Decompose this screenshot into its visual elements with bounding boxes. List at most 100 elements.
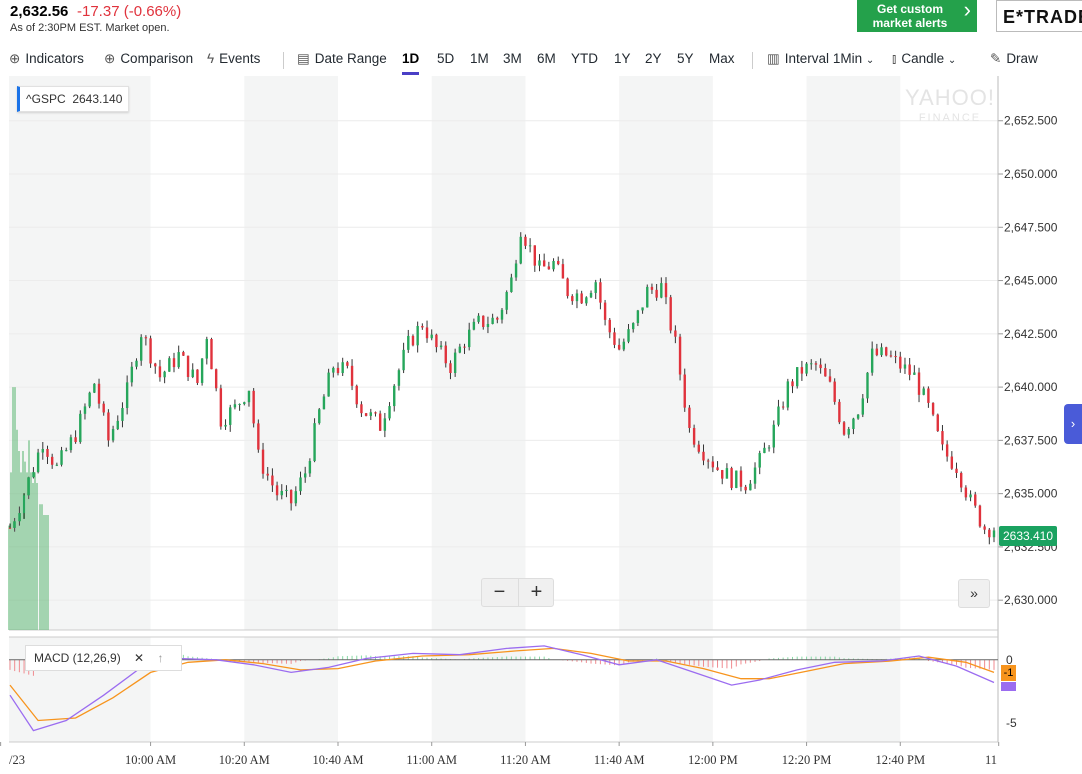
candle-body <box>894 356 897 358</box>
candle-body <box>542 260 546 267</box>
candle-body <box>594 282 597 293</box>
draw-button[interactable]: ✎ Draw <box>990 51 1038 67</box>
candle-body <box>842 422 846 435</box>
candle-body <box>116 420 119 430</box>
candle-body <box>168 358 171 372</box>
candle-body <box>346 362 349 366</box>
range-5d[interactable]: 5D <box>437 51 455 66</box>
price-tick-label: 2,630.000 <box>1004 593 1058 607</box>
candle-body <box>154 363 157 367</box>
candle-body <box>163 371 166 378</box>
market-alerts-button[interactable]: Get custom market alerts › <box>857 0 977 32</box>
candle-body <box>313 423 316 462</box>
candle-body <box>458 346 462 353</box>
candle-body <box>233 404 237 408</box>
candle-body <box>936 414 939 432</box>
expand-panel-button[interactable]: › <box>1064 404 1082 444</box>
price-tick-label: 2,642.500 <box>1004 327 1058 341</box>
candle-body <box>491 317 494 324</box>
candle-body <box>397 370 401 386</box>
candle-body <box>191 369 194 378</box>
candle-body <box>360 404 363 414</box>
range-5y[interactable]: 5Y <box>677 51 694 66</box>
candle-body <box>407 335 410 350</box>
candle-body <box>603 302 607 320</box>
candle-body <box>102 403 105 413</box>
candle-body <box>913 372 916 375</box>
candle-label: Candle <box>901 51 945 66</box>
brand-ad[interactable]: E*TRADE <box>996 0 1082 32</box>
candle-body <box>463 346 466 348</box>
plus-circle-icon: ⊕ <box>9 51 21 66</box>
candle-body <box>308 461 312 474</box>
candle-body <box>810 363 813 365</box>
candle-body <box>978 505 982 527</box>
zoom-in-button[interactable]: + <box>518 579 554 606</box>
range-ytd[interactable]: YTD <box>571 51 598 66</box>
candle-body <box>608 319 611 333</box>
candle-body <box>74 437 77 443</box>
candle-body <box>22 495 26 514</box>
candle-body <box>229 407 232 425</box>
candle-body <box>121 408 124 421</box>
candle-body <box>205 338 208 359</box>
candle-body <box>791 381 794 387</box>
candle-body <box>482 315 485 328</box>
candle-body <box>196 369 199 383</box>
candle-body <box>214 369 218 389</box>
range-max[interactable]: Max <box>709 51 735 66</box>
candle-body <box>861 398 864 415</box>
zoom-out-button[interactable]: − <box>493 581 506 603</box>
series-legend[interactable]: ^GSPC 2643.140 <box>17 86 130 112</box>
move-up-icon[interactable]: ↑ <box>157 651 164 665</box>
candle-body <box>735 470 738 488</box>
candle-body <box>969 494 972 498</box>
candle-body <box>158 366 162 378</box>
price-tick-label: 2,635.000 <box>1004 487 1058 501</box>
candle-body <box>374 412 377 414</box>
range-1y[interactable]: 1Y <box>614 51 631 66</box>
time-tick-label: 11 <box>985 753 997 767</box>
candle-body <box>439 345 443 348</box>
candle-body <box>219 388 223 427</box>
candle-body <box>271 475 274 486</box>
events-button[interactable]: ϟ Events <box>207 51 260 66</box>
jump-to-latest-button[interactable]: » <box>958 579 990 608</box>
range-2y[interactable]: 2Y <box>645 51 662 66</box>
date-range-button[interactable]: ▤ Date Range <box>297 51 387 67</box>
quote-as-of: As of 2:30PM EST. Market open. <box>10 22 170 34</box>
candle-body <box>125 382 129 409</box>
chart-type-dropdown[interactable]: ⫾ Candle ⌄ <box>892 51 956 67</box>
legend-symbol: ^GSPC <box>26 92 66 106</box>
range-3m[interactable]: 3M <box>503 51 522 66</box>
candle-body <box>955 468 958 473</box>
chevron-down-icon: ⌄ <box>947 55 957 66</box>
candle-body <box>364 413 368 416</box>
range-1d[interactable]: 1D <box>402 51 420 75</box>
comparison-button[interactable]: ⊕ Comparison <box>104 51 193 67</box>
interval-value: 1Min <box>832 51 863 66</box>
candle-body <box>355 385 358 405</box>
candle-body <box>336 367 340 374</box>
indicators-label: Indicators <box>25 51 84 66</box>
candle-body <box>18 513 21 522</box>
close-icon[interactable]: ✕ <box>134 651 145 665</box>
calendar-icon: ▤ <box>297 51 310 66</box>
macd-study-label[interactable]: MACD (12,26,9) ✕ ↑ <box>25 645 183 671</box>
candle-body <box>369 412 372 416</box>
candle-body <box>744 486 747 491</box>
range-1m[interactable]: 1M <box>470 51 489 66</box>
candle-body <box>46 448 49 457</box>
candle-body <box>641 307 644 311</box>
quote-change: -17.37 (-0.66%) <box>77 3 182 20</box>
indicators-button[interactable]: ⊕ Indicators <box>9 51 84 67</box>
range-6m[interactable]: 6M <box>537 51 556 66</box>
candle-body <box>730 468 733 488</box>
interval-dropdown[interactable]: ▥ Interval 1Min ⌄ <box>767 51 874 67</box>
candle-body <box>350 365 354 386</box>
candle-body <box>899 356 902 369</box>
candle-body <box>299 477 302 492</box>
candle-body <box>140 337 143 361</box>
candle-body <box>289 489 293 504</box>
legend-value: 2643.140 <box>72 92 123 106</box>
